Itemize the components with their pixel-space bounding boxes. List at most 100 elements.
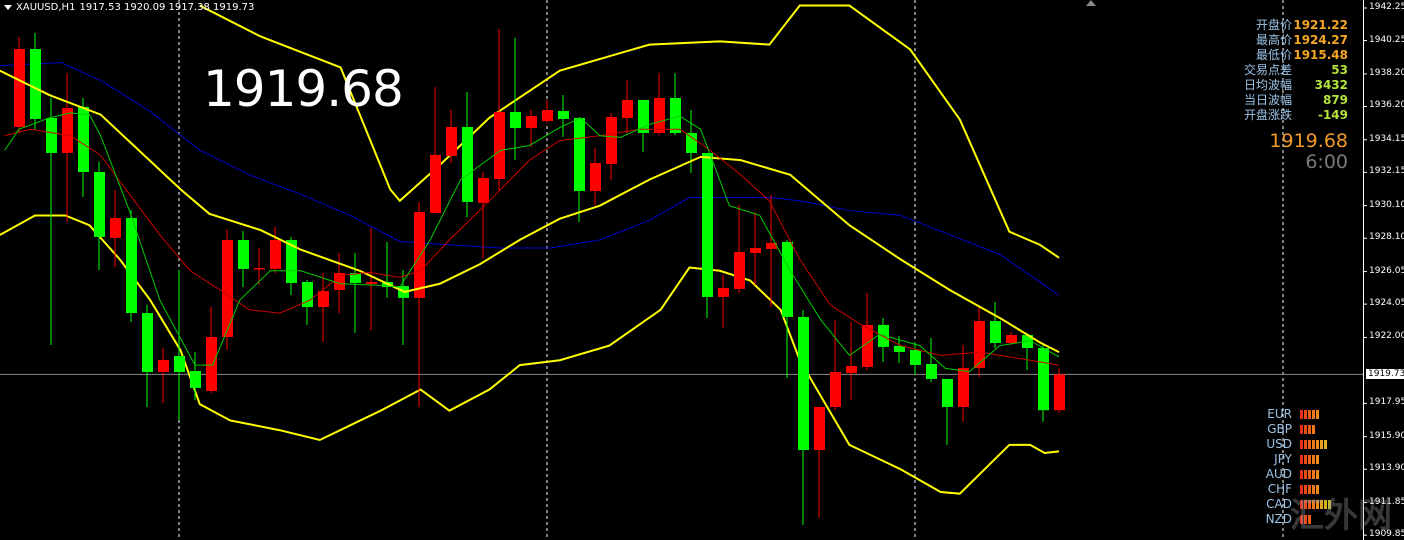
currency-name: USD <box>1266 437 1292 451</box>
candle-body <box>110 218 121 238</box>
currency-name: CAD <box>1266 497 1292 511</box>
info-value: 1915.48 <box>1293 48 1348 62</box>
candle-body <box>1038 348 1049 411</box>
strength-bar <box>1312 470 1315 479</box>
strength-bars <box>1300 455 1319 464</box>
info-row: 交易点差 53 <box>1232 63 1348 78</box>
candle-body <box>846 365 857 373</box>
axis-tick-label: 1940.25 <box>1369 34 1404 45</box>
candle-body <box>190 370 201 388</box>
candle-body <box>254 267 265 270</box>
axis-tick-label: 1932.15 <box>1369 166 1404 177</box>
candle-body <box>318 290 329 308</box>
candle-body <box>574 117 585 192</box>
currency-name: JPY <box>1274 452 1292 466</box>
bollinger-lower-line <box>0 214 1060 495</box>
strength-bar <box>1308 470 1311 479</box>
ma-slow-line <box>0 61 1060 296</box>
candle-body <box>206 336 217 391</box>
candle-body <box>878 324 889 347</box>
info-label: 最高价 <box>1255 33 1292 47</box>
strength-bar <box>1304 515 1307 524</box>
currency-row-aud: AUD <box>1262 467 1331 482</box>
ma-fast-line <box>4 112 1060 373</box>
watermark-logo: 汇外网 <box>1290 496 1392 536</box>
currency-name: AUD <box>1265 467 1292 481</box>
strength-bar <box>1300 425 1303 434</box>
candle-body <box>910 349 921 365</box>
strength-bar <box>1320 440 1323 449</box>
candle-body <box>238 240 249 269</box>
currency-row-cad: CAD <box>1262 497 1331 512</box>
candle-body <box>414 212 425 298</box>
strength-bar <box>1312 425 1315 434</box>
candle-body <box>606 117 617 165</box>
bollinger-upper-line <box>199 4 1060 259</box>
candle-body <box>30 49 41 119</box>
candle-body <box>926 363 937 379</box>
axis-tick-label: 1928.10 <box>1369 232 1404 243</box>
candle-body <box>478 178 489 203</box>
candle-body <box>430 154 441 214</box>
axis-tick-label: 1924.05 <box>1369 298 1404 309</box>
candle-body <box>686 132 697 153</box>
axis-tick-label: 1909.85 <box>1369 529 1404 540</box>
axis-tick-label: 1942.25 <box>1369 2 1404 12</box>
candle-body <box>142 313 153 372</box>
big-price-label: 1919.68 <box>203 60 404 118</box>
strength-bars <box>1300 500 1331 509</box>
strength-bar <box>1304 440 1307 449</box>
candle-body <box>270 240 281 269</box>
current-price-axis-label: 1919.73 <box>1366 369 1404 379</box>
strength-bar <box>1304 470 1307 479</box>
currency-strength-meter: EUR GBP USD JPY AUD CHF CAD NZD <box>1262 407 1331 527</box>
bar-countdown: 6:00 <box>1305 151 1348 173</box>
strength-bar <box>1304 485 1307 494</box>
current-price: 1919.68 <box>1269 130 1348 152</box>
info-row: 开盘涨跌 -149 <box>1232 108 1348 123</box>
currency-row-chf: CHF <box>1262 482 1331 497</box>
candle-body <box>542 110 553 122</box>
strength-bars <box>1300 440 1327 449</box>
strength-bars <box>1300 470 1319 479</box>
info-value: 3432 <box>1314 78 1348 92</box>
candle-body <box>862 324 873 367</box>
candle-body <box>14 49 25 127</box>
axis-tick-label: 1934.15 <box>1369 133 1404 144</box>
strength-bar <box>1316 470 1319 479</box>
candle-body <box>510 111 521 129</box>
strength-bar <box>1320 500 1323 509</box>
currency-name: EUR <box>1267 407 1292 421</box>
strength-bar <box>1308 425 1311 434</box>
axis-tick-label: 1926.05 <box>1369 265 1404 276</box>
symbol-timeframe: XAUUSD,H1 <box>16 2 76 13</box>
candle-body <box>974 321 985 369</box>
currency-row-nzd: NZD <box>1262 512 1331 527</box>
candle-body <box>590 163 601 192</box>
one-click-trading-toggle-icon[interactable] <box>1086 0 1096 6</box>
candle-body <box>638 99 649 133</box>
candle-body <box>654 97 665 133</box>
candle-body <box>302 281 313 308</box>
strength-bar <box>1308 485 1311 494</box>
axis-tick-label: 1917.95 <box>1369 397 1404 408</box>
strength-bar <box>1312 485 1315 494</box>
candle-body <box>46 117 57 153</box>
dropdown-triangle-icon[interactable] <box>4 5 12 10</box>
info-row: 日均波幅 3432 <box>1232 78 1348 93</box>
candle-body <box>798 316 809 451</box>
strength-bar <box>1304 455 1307 464</box>
strength-bar <box>1312 440 1315 449</box>
strength-bar <box>1300 515 1303 524</box>
candle-body <box>734 252 745 289</box>
strength-bars <box>1300 485 1319 494</box>
candle-body <box>126 218 137 314</box>
candle-body <box>1006 335 1017 343</box>
info-row: 最高价 1924.27 <box>1232 33 1348 48</box>
candle-body <box>622 99 633 118</box>
candle-body <box>782 241 793 317</box>
info-label: 最低价 <box>1255 48 1292 62</box>
strength-bar <box>1312 410 1315 419</box>
info-row: 开盘价 1921.22 <box>1232 18 1348 33</box>
